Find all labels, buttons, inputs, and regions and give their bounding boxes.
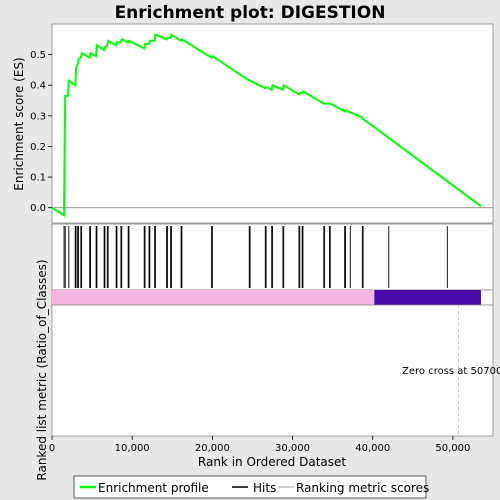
y-tick-label: 0.0	[30, 203, 46, 214]
y-tick-label: 0.5	[30, 50, 46, 61]
legend-box	[73, 475, 427, 499]
y-tick-label: 0.2	[30, 142, 46, 153]
hit-marks	[63, 226, 448, 288]
metric-negative-bar	[374, 290, 481, 305]
y-tick-label: 0.1	[30, 173, 46, 184]
x-tick-label: 10,000	[115, 443, 150, 454]
zero-cross-label: Zero cross at 50700	[402, 366, 500, 377]
x-tick-label: 40,000	[355, 443, 390, 454]
legend-label-ranking: Ranking metric scores	[296, 481, 429, 495]
x-tick-label: 0	[49, 443, 55, 454]
x-axis-label: Rank in Ordered Dataset	[198, 455, 346, 469]
es-panel	[51, 23, 494, 224]
chart-title: Enrichment plot: DIGESTION	[115, 3, 386, 23]
x-axis-ticks: 0 10,000 20,000 30,000 40,000 50,000	[49, 436, 470, 454]
y-axis-label-es: Enrichment score (ES)	[12, 57, 26, 190]
metric-positive-bar	[52, 290, 375, 305]
y-axis-ticks: 0.0 0.1 0.2 0.3 0.4 0.5	[30, 50, 52, 214]
x-tick-label: 50,000	[435, 443, 470, 454]
y-tick-label: 0.3	[30, 111, 46, 122]
metric-panel	[51, 304, 494, 437]
y-tick-label: 0.4	[30, 81, 46, 92]
x-tick-label: 30,000	[275, 443, 310, 454]
enrichment-profile-line	[51, 33, 482, 218]
x-tick-label: 20,000	[195, 443, 230, 454]
legend-label-hits: Hits	[253, 481, 276, 495]
y-axis-label-metric: Ranked list metric (Ratio_of_Classes)	[35, 259, 49, 480]
legend-label-enrichment: Enrichment profile	[98, 481, 209, 495]
